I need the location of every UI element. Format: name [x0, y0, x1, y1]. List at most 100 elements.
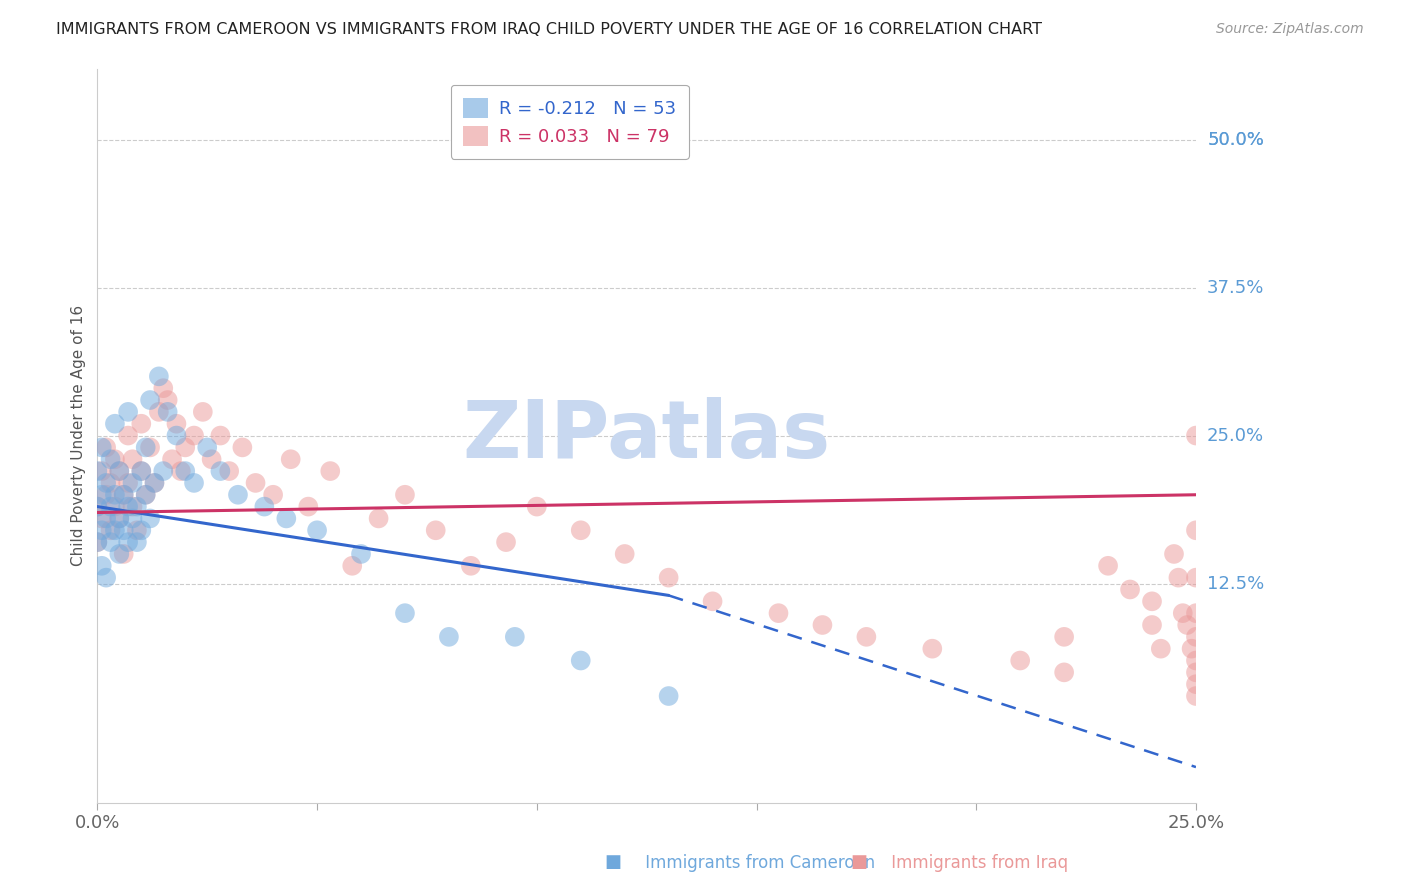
- Text: ■: ■: [851, 853, 868, 871]
- Text: 50.0%: 50.0%: [1208, 130, 1264, 149]
- Point: [135, 488, 157, 502]
- Point: [1140, 618, 1163, 632]
- Point: [394, 488, 416, 502]
- Point: [209, 464, 232, 478]
- Point: [1185, 665, 1208, 680]
- Y-axis label: Child Poverty Under the Age of 16: Child Poverty Under the Age of 16: [72, 305, 86, 566]
- Point: [90, 511, 112, 525]
- Text: Immigrants from Iraq: Immigrants from Iraq: [865, 855, 1067, 872]
- Point: [811, 618, 834, 632]
- Point: [156, 392, 179, 407]
- Point: [1167, 571, 1189, 585]
- Text: ■: ■: [605, 853, 621, 871]
- Point: [139, 441, 162, 455]
- Point: [613, 547, 636, 561]
- Point: [104, 488, 127, 502]
- Point: [152, 464, 174, 478]
- Point: [135, 488, 157, 502]
- Point: [1053, 665, 1076, 680]
- Point: [104, 523, 127, 537]
- Point: [90, 558, 112, 573]
- Point: [276, 511, 298, 525]
- Point: [100, 535, 122, 549]
- Point: [1185, 630, 1208, 644]
- Point: [148, 369, 170, 384]
- Point: [94, 475, 117, 490]
- Text: 50.0%: 50.0%: [1208, 130, 1264, 149]
- Point: [319, 464, 342, 478]
- Point: [121, 511, 143, 525]
- Point: [183, 475, 205, 490]
- Point: [209, 428, 232, 442]
- Point: [121, 452, 143, 467]
- Point: [148, 405, 170, 419]
- Point: [143, 475, 166, 490]
- Text: IMMIGRANTS FROM CAMEROON VS IMMIGRANTS FROM IRAQ CHILD POVERTY UNDER THE AGE OF : IMMIGRANTS FROM CAMEROON VS IMMIGRANTS F…: [56, 22, 1042, 37]
- Point: [658, 571, 681, 585]
- Point: [112, 488, 135, 502]
- Point: [104, 500, 127, 514]
- Point: [117, 535, 139, 549]
- Point: [117, 405, 139, 419]
- Point: [165, 417, 187, 431]
- Point: [117, 475, 139, 490]
- Point: [350, 547, 373, 561]
- Point: [94, 571, 117, 585]
- Point: [226, 488, 249, 502]
- Point: [1185, 606, 1208, 620]
- Point: [121, 475, 143, 490]
- Point: [108, 511, 131, 525]
- Point: [1119, 582, 1142, 597]
- Point: [100, 452, 122, 467]
- Point: [90, 488, 112, 502]
- Point: [768, 606, 790, 620]
- Point: [855, 630, 877, 644]
- Point: [100, 475, 122, 490]
- Point: [90, 523, 112, 537]
- Point: [495, 535, 517, 549]
- Point: [108, 547, 131, 561]
- Point: [86, 500, 108, 514]
- Point: [129, 464, 152, 478]
- Point: [129, 464, 152, 478]
- Point: [1180, 641, 1202, 656]
- Point: [108, 464, 131, 478]
- Point: [139, 392, 162, 407]
- Point: [1185, 653, 1208, 667]
- Point: [135, 441, 157, 455]
- Point: [94, 488, 117, 502]
- Point: [307, 523, 329, 537]
- Point: [86, 535, 108, 549]
- Point: [437, 630, 460, 644]
- Point: [86, 464, 108, 478]
- Point: [1140, 594, 1163, 608]
- Point: [129, 523, 152, 537]
- Point: [129, 417, 152, 431]
- Point: [1097, 558, 1119, 573]
- Point: [90, 441, 112, 455]
- Point: [160, 452, 183, 467]
- Point: [112, 488, 135, 502]
- Point: [104, 452, 127, 467]
- Point: [262, 488, 284, 502]
- Point: [108, 464, 131, 478]
- Point: [526, 500, 548, 514]
- Point: [569, 653, 592, 667]
- Text: Immigrants from Cameroon: Immigrants from Cameroon: [619, 855, 875, 872]
- Point: [139, 511, 162, 525]
- Point: [1185, 523, 1208, 537]
- Point: [94, 441, 117, 455]
- Point: [425, 523, 447, 537]
- Point: [702, 594, 724, 608]
- Point: [245, 475, 267, 490]
- Point: [183, 428, 205, 442]
- Point: [143, 475, 166, 490]
- Point: [86, 535, 108, 549]
- Point: [297, 500, 319, 514]
- Point: [125, 535, 148, 549]
- Point: [1185, 677, 1208, 691]
- Point: [342, 558, 364, 573]
- Point: [201, 452, 224, 467]
- Point: [460, 558, 482, 573]
- Point: [218, 464, 240, 478]
